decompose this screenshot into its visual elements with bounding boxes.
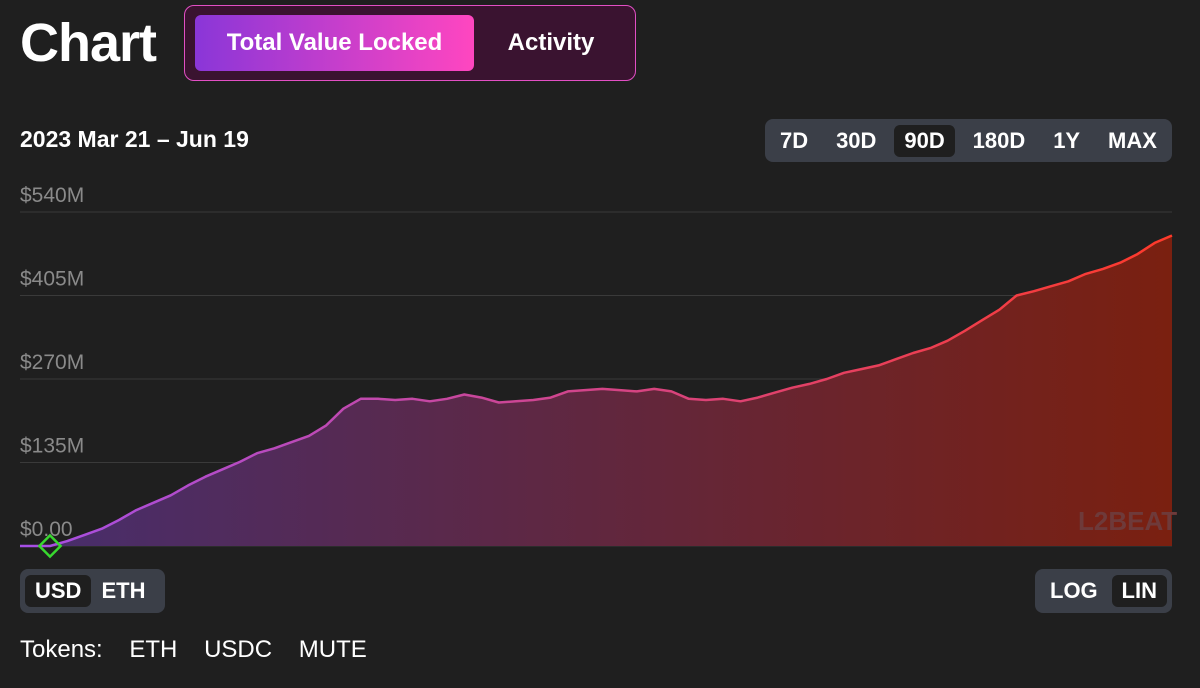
tvl-chart: $0.00 $135M $270M $405M $540M L2BEAT — [20, 184, 1177, 559]
scale-selector: LOG LIN — [1035, 569, 1172, 613]
scale-lin-button[interactable]: LIN — [1111, 575, 1167, 607]
date-range-label: 2023 Mar 21 – Jun 19 — [20, 126, 249, 152]
tokens-list: Tokens: ETH USDC MUTE — [20, 636, 387, 664]
period-selector: 7D 30D 90D 180D 1Y MAX — [765, 119, 1172, 162]
period-max-button[interactable]: MAX — [1108, 127, 1157, 153]
tvl-area-fill — [20, 235, 1172, 546]
start-point-marker[interactable] — [37, 533, 63, 559]
token-mute[interactable]: MUTE — [298, 636, 367, 663]
period-180d-button[interactable]: 180D — [972, 127, 1026, 153]
tokens-label: Tokens: — [20, 636, 103, 663]
scale-log-button[interactable]: LOG — [1050, 578, 1098, 603]
token-usdc[interactable]: USDC — [204, 636, 273, 663]
token-eth[interactable]: ETH — [129, 636, 178, 663]
period-90d-button[interactable]: 90D — [894, 124, 955, 157]
y-tick-label: $135M — [20, 435, 84, 458]
tab-total-value-locked[interactable]: Total Value Locked — [195, 15, 474, 71]
tab-activity[interactable]: Activity — [507, 29, 595, 56]
period-30d-button[interactable]: 30D — [836, 127, 877, 153]
y-tick-label: $0.00 — [20, 518, 73, 541]
l2beat-watermark: L2BEAT — [1078, 506, 1177, 536]
y-tick-label: $540M — [20, 184, 84, 207]
unit-usd-button[interactable]: USD — [25, 575, 92, 607]
period-7d-button[interactable]: 7D — [780, 127, 809, 153]
page-title: Chart — [20, 13, 157, 73]
unit-eth-button[interactable]: ETH — [101, 578, 146, 603]
unit-selector: USD ETH — [20, 569, 165, 613]
chart-type-tabs: Total Value Locked Activity — [184, 5, 636, 81]
tvl-line — [20, 234, 1173, 548]
y-tick-label: $405M — [20, 268, 84, 291]
y-tick-label: $270M — [20, 351, 84, 374]
period-1y-button[interactable]: 1Y — [1053, 127, 1081, 153]
